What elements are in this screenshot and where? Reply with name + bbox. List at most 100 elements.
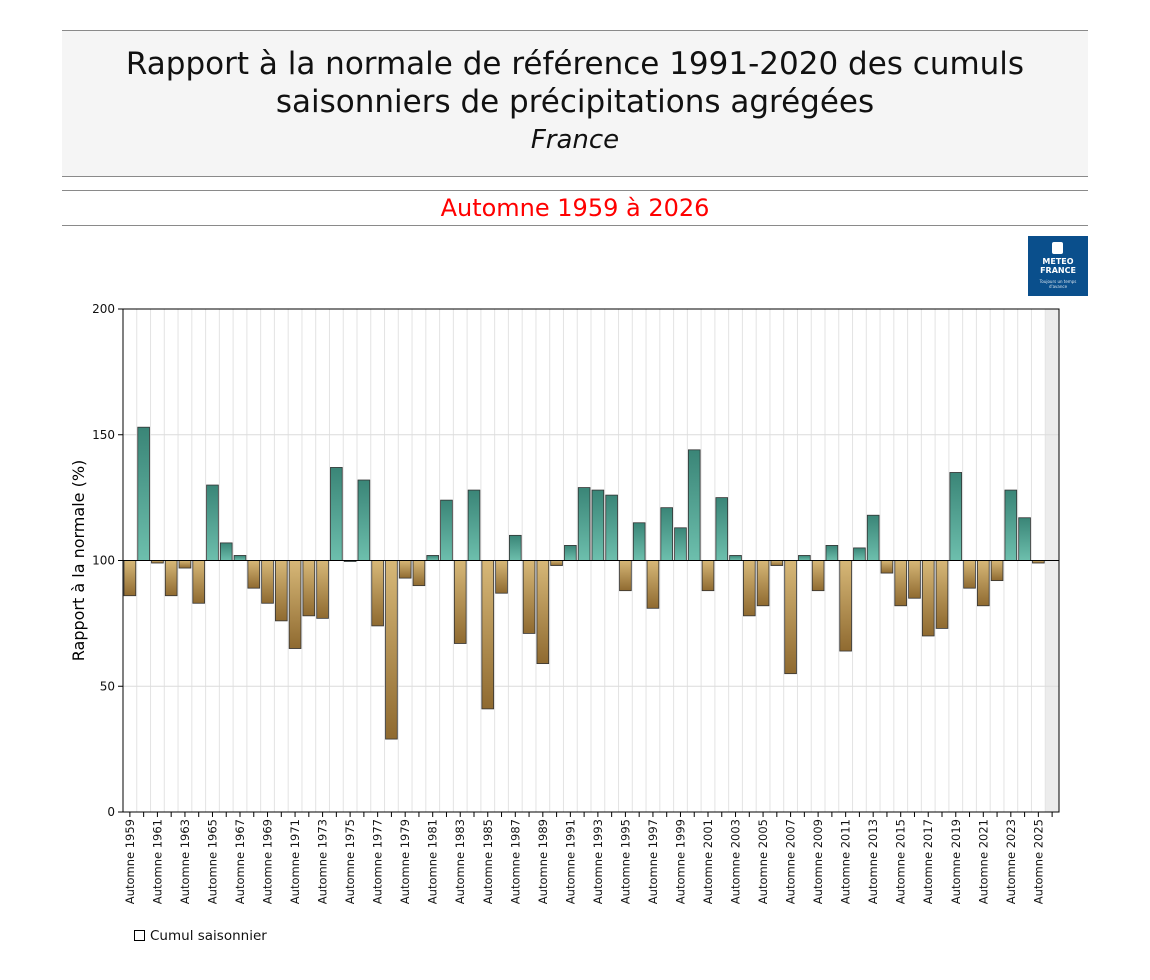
x-tick-label: Automne 1989	[536, 819, 550, 904]
x-tick-label: Automne 2003	[729, 819, 743, 904]
x-tick-label: Automne 1987	[508, 819, 522, 904]
bar	[605, 494, 618, 561]
y-tick-label: 0	[107, 805, 115, 819]
legend-label: Cumul saisonnier	[150, 928, 267, 944]
title-line-1: Rapport à la normale de référence 1991-2…	[125, 46, 1025, 82]
bar	[729, 555, 742, 561]
x-tick-label: Automne 1961	[150, 819, 164, 904]
bar	[990, 560, 1004, 582]
bar	[261, 560, 274, 604]
y-tick-label: 200	[92, 302, 115, 316]
bar	[880, 560, 894, 574]
bar	[908, 560, 921, 599]
x-tick-label: Automne 2007	[784, 819, 798, 904]
x-tick-label: Automne 1997	[646, 819, 660, 904]
bar	[233, 555, 247, 561]
bar	[495, 560, 508, 594]
logo-tagline: Toujours un temps d'avance	[1039, 279, 1077, 289]
bar	[715, 497, 729, 561]
bar	[371, 560, 384, 627]
logo-line-1: METEO	[1042, 257, 1074, 266]
bar	[164, 560, 178, 597]
x-tick-label: Automne 2005	[756, 819, 770, 904]
y-tick-label: 150	[92, 428, 115, 442]
y-tick-label: 50	[100, 679, 115, 693]
bar	[811, 560, 825, 592]
bar	[1004, 489, 1018, 561]
x-tick-label: Automne 1993	[591, 819, 605, 904]
bar	[963, 560, 976, 589]
bar	[206, 484, 219, 561]
bar	[453, 560, 467, 644]
bar	[536, 560, 550, 665]
bar	[839, 560, 852, 652]
x-tick-label: Automne 1983	[453, 819, 467, 904]
x-tick-label: Automne 2009	[811, 819, 825, 904]
bar	[440, 499, 453, 561]
bar	[825, 545, 839, 561]
x-tick-label: Automne 2013	[866, 819, 880, 904]
x-tick-label: Automne 2021	[976, 819, 990, 904]
bar	[743, 560, 756, 617]
bar	[770, 560, 784, 566]
period-box: Automne 1959 à 2026	[62, 190, 1088, 226]
bar	[977, 560, 990, 607]
x-tick-label: Automne 1963	[178, 819, 192, 904]
bar	[935, 560, 949, 629]
bar	[921, 560, 935, 637]
bar	[385, 560, 398, 740]
x-tick-label: Automne 1977	[371, 819, 385, 904]
x-tick-label: Automne 2023	[1004, 819, 1018, 904]
bar	[894, 560, 907, 607]
bar	[577, 487, 591, 561]
x-tick-label: Automne 2011	[839, 819, 853, 904]
x-tick-label: Automne 1991	[563, 819, 577, 904]
logo-line-2: FRANCE	[1040, 266, 1076, 275]
chart-title: Rapport à la normale de référence 1991-2…	[62, 45, 1088, 121]
x-tick-label: Automne 1973	[316, 819, 330, 904]
legend-swatch	[134, 930, 145, 941]
bar	[481, 560, 495, 710]
bar	[674, 527, 687, 561]
bar	[619, 560, 632, 592]
bar	[330, 467, 343, 561]
bar	[288, 560, 302, 649]
bar	[798, 555, 811, 561]
x-tick-label: Automne 2025	[1031, 819, 1045, 904]
bar	[398, 560, 412, 579]
plot-frame	[122, 308, 1060, 813]
bar	[219, 542, 233, 561]
bar	[550, 560, 563, 566]
bar	[756, 560, 770, 607]
x-tick-label: Automne 1981	[426, 819, 440, 904]
meteo-france-logo: METEO FRANCE Toujours un temps d'avance	[1028, 236, 1088, 296]
bar	[522, 560, 536, 634]
bar	[467, 489, 481, 561]
bar	[275, 560, 288, 622]
bar	[646, 560, 660, 609]
x-tick-label: Automne 2017	[921, 819, 935, 904]
chart-subtitle: France	[530, 125, 620, 155]
bar	[178, 560, 192, 569]
x-tick-label: Automne 1967	[233, 819, 247, 904]
bar	[1018, 517, 1031, 561]
bar	[357, 479, 371, 561]
x-tick-label: Automne 1965	[205, 819, 219, 904]
bar	[784, 560, 797, 675]
bar	[591, 489, 605, 561]
bar	[509, 534, 522, 561]
bar	[426, 555, 439, 561]
bar	[123, 560, 137, 597]
legend: Cumul saisonnier	[134, 928, 267, 944]
bar	[137, 426, 150, 561]
bar	[853, 547, 866, 561]
x-tick-label: Automne 1985	[481, 819, 495, 904]
bar	[701, 560, 715, 592]
x-tick-label: Automne 1975	[343, 819, 357, 904]
y-tick-label: 100	[92, 554, 115, 568]
x-tick-label: Automne 1959	[123, 819, 137, 904]
x-tick-label: Automne 2019	[949, 819, 963, 904]
bar	[412, 560, 426, 587]
x-tick-label: Automne 1979	[398, 819, 412, 904]
